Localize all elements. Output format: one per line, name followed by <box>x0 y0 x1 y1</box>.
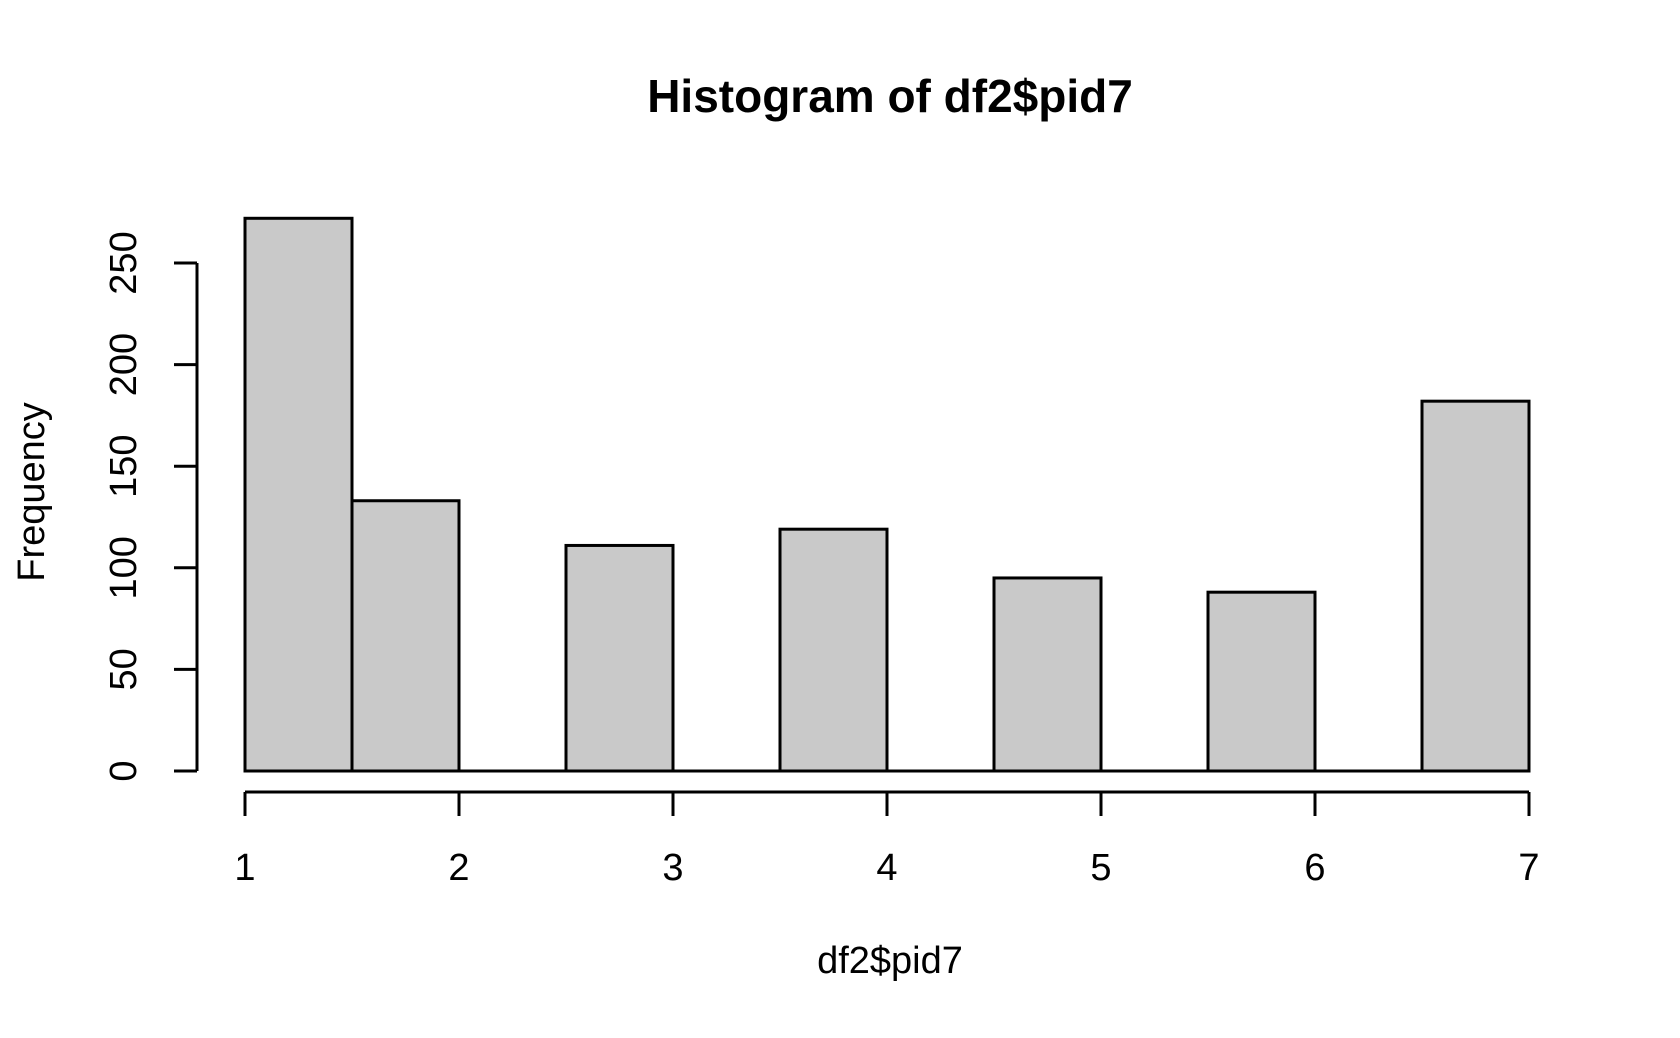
x-tick-label: 6 <box>1304 847 1325 889</box>
axes-group: 0 50 100 150 200 250 1 2 3 4 5 6 7 <box>103 231 1540 889</box>
histogram-bar <box>350 499 461 773</box>
y-tick-label: 200 <box>103 333 145 396</box>
histogram-bar <box>243 216 354 773</box>
x-axis-label: df2$pid7 <box>817 940 963 982</box>
plot-title: Histogram of df2$pid7 <box>647 70 1133 122</box>
histogram-bar <box>992 576 1103 773</box>
bars-group <box>243 216 1531 773</box>
x-tick-label: 2 <box>448 847 469 889</box>
histogram-bar <box>564 543 675 773</box>
y-axis-label: Frequency <box>11 402 53 582</box>
y-tick-label: 150 <box>103 434 145 497</box>
y-tick-label: 100 <box>103 536 145 599</box>
x-tick-label: 5 <box>1090 847 1111 889</box>
y-tick-label: 50 <box>103 648 145 690</box>
y-tick-label: 0 <box>103 760 145 781</box>
histogram-bar <box>778 527 889 773</box>
x-tick-label: 1 <box>234 847 255 889</box>
x-tick-label: 7 <box>1518 847 1539 889</box>
y-tick-label: 250 <box>103 231 145 294</box>
x-tick-label: 4 <box>876 847 897 889</box>
x-tick-label: 3 <box>662 847 683 889</box>
histogram-bar <box>1420 399 1531 773</box>
histogram-bar <box>1206 590 1317 773</box>
